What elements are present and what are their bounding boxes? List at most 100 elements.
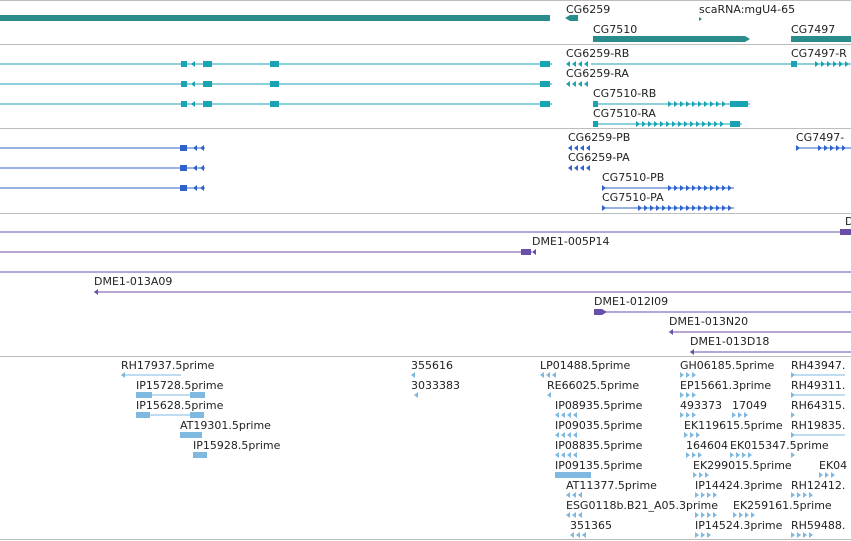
est-label[interactable]: IP09135.5prime [555, 459, 643, 472]
transcript-exon [270, 81, 279, 87]
est-label[interactable]: 355616 [411, 359, 453, 372]
cds-exon [728, 185, 732, 191]
est-box [546, 372, 550, 378]
est-label[interactable]: ESG0118b.B21_A05.3prime [566, 499, 719, 512]
est-box [692, 392, 696, 398]
est-label[interactable]: EK299015.5prime [693, 459, 792, 472]
est-label[interactable]: RH12412. [791, 479, 846, 492]
cds-exon [656, 205, 660, 211]
est-box [686, 392, 690, 398]
cds-label[interactable]: CG7510-PA [602, 191, 664, 204]
est-label[interactable]: RH59488. [791, 519, 846, 532]
est-box [701, 492, 705, 498]
transcript-exon [191, 101, 195, 107]
cds-exon [200, 185, 204, 191]
est-label[interactable]: IP15728.5prime [136, 379, 224, 392]
est-label[interactable]: RH43947. [791, 359, 846, 372]
est-box [809, 532, 813, 538]
est-label[interactable]: EK04 [819, 459, 848, 472]
transcript-label[interactable]: CG7497-R [791, 47, 847, 60]
est-label[interactable]: IP14424.3prime [695, 479, 783, 492]
gene-glyph [0, 15, 550, 21]
est-box [555, 472, 591, 478]
transcript-exon [191, 61, 195, 67]
gene-label[interactable]: scaRNA:mgU4-65 [699, 3, 796, 16]
cds-label[interactable]: CG6259-PB [568, 131, 631, 144]
cds-exon [842, 145, 846, 151]
est-label[interactable]: RH19835. [791, 419, 846, 432]
est-box [791, 412, 795, 418]
cds-exon [602, 185, 606, 191]
est-label[interactable]: RH17937.5prime [121, 359, 215, 372]
clone-label[interactable]: DME1-005P14 [532, 235, 610, 248]
est-label[interactable]: GH06185.5prime [680, 359, 775, 372]
cds-exon [638, 205, 642, 211]
clone-label[interactable]: D [845, 215, 851, 228]
est-label[interactable]: AT11377.5prime [566, 479, 657, 492]
est-box [791, 432, 795, 438]
clone-box [669, 329, 673, 335]
cds-exon [586, 165, 590, 171]
est-label[interactable]: LP01488.5prime [540, 359, 631, 372]
est-label[interactable]: EK015347.5prime [730, 439, 829, 452]
cds-label[interactable]: CG7497- [796, 131, 845, 144]
est-label[interactable]: 164604 [686, 439, 728, 452]
est-label[interactable]: 3033383 [411, 379, 460, 392]
clone-label[interactable]: DME1-013D18 [690, 335, 770, 348]
est-label[interactable]: IP14524.3prime [695, 519, 783, 532]
transcript-exon [678, 121, 682, 127]
cds-exon [698, 185, 702, 191]
est-box [121, 372, 125, 378]
est-box [190, 412, 204, 418]
transcript-label[interactable]: CG7510-RB [593, 87, 657, 100]
clone-label[interactable]: DME1-013N20 [669, 315, 749, 328]
est-label[interactable]: IP15628.5prime [136, 399, 224, 412]
transcript-label[interactable]: CG6259-RA [566, 67, 629, 80]
est-label[interactable]: EP15661.3prime [680, 379, 772, 392]
est-box [797, 492, 801, 498]
est-box [692, 452, 696, 458]
est-label[interactable]: IP15928.5prime [193, 439, 281, 452]
clone-label[interactable]: DME1-013A09 [94, 275, 173, 288]
transcript-label[interactable]: CG6259-RB [566, 47, 630, 60]
est-box [561, 432, 565, 438]
est-label[interactable]: IP09035.5prime [555, 419, 643, 432]
cds-label[interactable]: CG6259-PA [568, 151, 630, 164]
est-box [566, 512, 570, 518]
est-label[interactable]: 17049 [732, 399, 767, 412]
gene-label[interactable]: CG7497 [791, 23, 836, 36]
gene-label[interactable]: CG7510 [593, 23, 638, 36]
est-label[interactable]: EK259161.5prime [733, 499, 832, 512]
gene-label[interactable]: CG6259 [566, 3, 611, 16]
est-label[interactable]: IP08935.5prime [555, 399, 643, 412]
transcript-exon [702, 121, 706, 127]
cds-exon [580, 165, 584, 171]
est-label[interactable]: RE66025.5prime [547, 379, 640, 392]
est-box [791, 492, 795, 498]
transcript-exon [584, 61, 588, 67]
est-label[interactable]: 351365 [570, 519, 612, 532]
est-label[interactable]: RH49311. [791, 379, 846, 392]
est-label[interactable]: AT19301.5prime [180, 419, 271, 432]
track-separator [0, 539, 851, 540]
est-box [411, 372, 415, 378]
transcript-exon [191, 81, 195, 87]
est-box [809, 492, 813, 498]
transcript-label[interactable]: CG7510-RA [593, 107, 656, 120]
est-box [555, 412, 559, 418]
est-label[interactable]: IP08835.5prime [555, 439, 643, 452]
transcript-exon [815, 61, 819, 67]
est-box [578, 492, 582, 498]
cds-exon [680, 205, 684, 211]
est-label[interactable]: EK119615.5prime [684, 419, 783, 432]
cds-label[interactable]: CG7510-PB [602, 171, 665, 184]
est-box [744, 412, 748, 418]
cds-exon [830, 145, 834, 151]
transcript-exon [684, 121, 688, 127]
est-label[interactable]: RH64315. [791, 399, 846, 412]
track-separator [0, 44, 851, 45]
cds-exon [818, 145, 822, 151]
clone-label[interactable]: DME1-012I09 [594, 295, 669, 308]
cds-exon [796, 145, 800, 151]
est-label[interactable]: 493373 [680, 399, 722, 412]
